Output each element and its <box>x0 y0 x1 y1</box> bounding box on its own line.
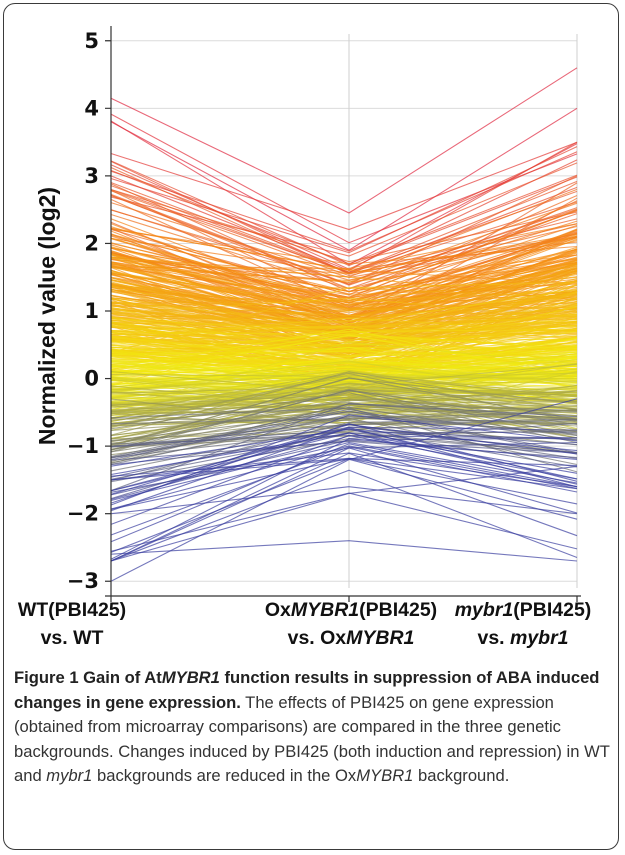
category-text: (PBI425) <box>359 599 437 621</box>
y-tick-label: 0 <box>84 367 99 391</box>
category-gene-italic: mybr1 <box>455 599 514 621</box>
y-tick-label: 3 <box>84 164 99 188</box>
parallel-line-chart: 5 4 3 2 1 0 −1 −2 −3 Normalized value (log2) WT(… <box>18 26 591 649</box>
y-tick-labels: 5 4 3 2 1 0 −1 −2 −3 <box>67 29 99 593</box>
y-tick-label: −3 <box>67 569 99 593</box>
figure-caption: Figure 1 Gain of AtMYBR1 function result… <box>14 666 612 789</box>
category-text: vs. WT <box>41 627 104 649</box>
series-line <box>110 113 578 244</box>
y-tick-label: 4 <box>84 96 99 120</box>
series-line <box>110 414 578 506</box>
x-category-label: vs. WT <box>41 627 104 649</box>
series-line <box>110 302 578 317</box>
series-line <box>110 389 578 440</box>
series-line <box>110 434 578 525</box>
series-line <box>110 408 578 459</box>
series-line <box>110 291 578 308</box>
series-line <box>110 410 578 461</box>
series-line <box>110 409 578 426</box>
caption-body-a: The effects of PBI425 on gene expression… <box>14 692 610 786</box>
category-text: WT(PBI425) <box>18 599 126 621</box>
category-gene-italic: mybr1 <box>510 627 569 649</box>
series-line <box>110 458 578 553</box>
series-line <box>110 432 578 492</box>
series-line <box>110 254 578 283</box>
series-line <box>110 492 578 552</box>
series-line <box>110 392 578 444</box>
series-line <box>110 276 578 305</box>
caption-body-gene-2: MYBR1 <box>356 766 414 786</box>
series-line <box>110 388 578 446</box>
y-tick-label: 1 <box>84 299 99 323</box>
series-line <box>110 440 578 466</box>
series-line <box>110 334 578 377</box>
series-line <box>110 160 578 267</box>
y-tick-label: 2 <box>84 231 99 255</box>
series-line <box>110 374 578 429</box>
y-tick-label: 5 <box>84 29 99 53</box>
series-line <box>110 458 578 520</box>
series-line <box>110 423 578 504</box>
series-line <box>110 426 578 512</box>
series-line <box>110 540 578 562</box>
caption-title-a: Figure 1 Gain of At <box>14 668 162 687</box>
x-category-label: OxMYBR1(PBI425) <box>265 599 437 621</box>
series-line <box>110 486 578 515</box>
x-category-label: vs. OxMYBR1 <box>288 627 415 649</box>
y-axis-label: Normalized value (log2) <box>34 187 60 445</box>
series-line <box>110 407 578 473</box>
category-text: vs. Ox <box>288 627 347 649</box>
series-line <box>110 446 578 536</box>
series-line <box>110 445 578 510</box>
series-line <box>110 228 578 265</box>
x-category-label: WT(PBI425) <box>18 599 126 621</box>
figure-frame: 5 4 3 2 1 0 −1 −2 −3 Normalized value (log2) WT(… <box>3 3 619 850</box>
series-lines <box>110 67 578 582</box>
series-line <box>110 441 578 502</box>
series-line <box>110 193 578 285</box>
x-category-label: mybr1(PBI425) <box>455 599 592 621</box>
series-line <box>110 469 578 562</box>
category-text: (PBI425) <box>513 599 591 621</box>
caption-title-gene: MYBR1 <box>161 668 220 687</box>
series-line <box>110 67 578 214</box>
series-line <box>110 283 578 312</box>
series-line <box>110 107 578 251</box>
series-line <box>110 452 578 562</box>
caption-title-b: function results in suppression of ABA i… <box>14 668 600 712</box>
series-line <box>110 297 578 319</box>
series-line <box>110 159 578 270</box>
series-line <box>110 443 578 543</box>
series-line <box>110 198 578 308</box>
series-line <box>110 402 578 492</box>
y-tick-label: −1 <box>67 434 99 458</box>
series-line <box>110 141 578 231</box>
category-text: vs. <box>477 627 510 649</box>
series-line <box>110 396 578 421</box>
caption-body-c: background. <box>413 766 510 786</box>
category-gene-italic: MYBR1 <box>291 599 359 621</box>
category-gene-italic: MYBR1 <box>346 627 414 649</box>
series-line <box>110 195 578 286</box>
x-category-label: vs. mybr1 <box>477 627 568 649</box>
series-line <box>110 363 578 451</box>
series-line <box>110 398 578 443</box>
series-line <box>110 330 578 363</box>
series-line <box>110 377 578 448</box>
series-line <box>110 328 578 380</box>
y-tick-label: −2 <box>67 502 99 526</box>
series-line <box>110 394 578 431</box>
series-line <box>110 151 578 252</box>
caption-body-b: backgrounds are reduced in the Ox <box>92 766 357 786</box>
series-line <box>110 235 578 274</box>
series-line <box>110 447 578 562</box>
series-line <box>110 405 578 451</box>
axes <box>105 26 581 602</box>
category-text: Ox <box>265 599 291 621</box>
series-line <box>110 438 578 560</box>
caption-body-gene-1: mybr1 <box>46 766 93 786</box>
